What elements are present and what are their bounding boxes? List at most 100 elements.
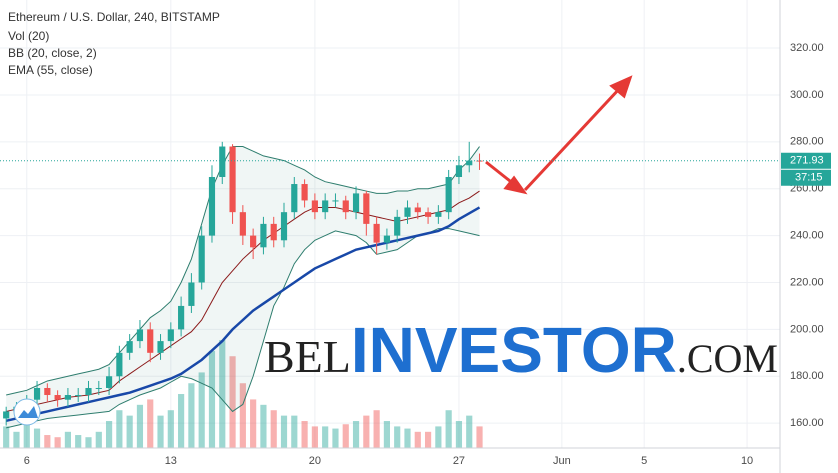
volume-bar (239, 383, 246, 448)
candle-body (476, 160, 483, 162)
candle-body (188, 282, 195, 306)
candle-body (229, 146, 236, 213)
volume-bar (466, 415, 473, 448)
volume-bar (424, 431, 432, 448)
volume-bar (105, 421, 113, 448)
candle-body (466, 160, 473, 166)
volume-bar (476, 426, 483, 448)
volume-bar (23, 421, 30, 448)
volume-bar (95, 431, 102, 448)
candle-body (352, 193, 360, 213)
volume-bar (250, 399, 257, 448)
volume-bar (260, 404, 267, 448)
volume-bar (404, 428, 411, 448)
y-tick-label: 160.00 (790, 417, 824, 429)
volume-bar (44, 435, 51, 448)
volume-bar (116, 410, 123, 448)
volume-bar (311, 426, 318, 448)
volume-bar (291, 415, 298, 448)
countdown-box (781, 169, 831, 186)
candle-body (147, 329, 154, 353)
volume-bar (455, 421, 463, 448)
volume-bar (363, 415, 370, 448)
volume-bar (322, 426, 329, 448)
candle-body (105, 376, 113, 388)
bb-upper (6, 146, 480, 396)
candle-body (455, 165, 463, 177)
bb-fill (6, 146, 480, 428)
volume-bar (64, 431, 72, 448)
volume-bar (75, 435, 82, 448)
candle-body (44, 387, 51, 396)
indicator-label: Vol (20) (8, 29, 49, 43)
candle-body (239, 212, 246, 236)
candle-body (291, 184, 298, 213)
candle-body (75, 395, 82, 397)
candle-body (445, 176, 452, 213)
volume-bar (280, 415, 288, 448)
y-tick-label: 200.00 (790, 323, 824, 335)
candle-body (363, 193, 370, 224)
candle-body (95, 387, 102, 389)
tv-logo (13, 398, 41, 426)
indicator-label: EMA (55, close) (8, 63, 93, 77)
volume-bar (445, 410, 452, 448)
volume-bar (414, 431, 421, 448)
volume-bar (33, 428, 41, 448)
candle-body (280, 212, 288, 241)
candle-body (404, 207, 411, 217)
candle-body (301, 184, 308, 201)
candle-body (342, 200, 349, 213)
volume-bar (147, 399, 154, 448)
volume-bar (198, 372, 205, 448)
candle-body (33, 387, 41, 400)
volume-bar (435, 426, 442, 448)
candle-body (424, 212, 432, 217)
volume-bar (352, 421, 360, 448)
watermark-part: INVESTOR (351, 314, 677, 386)
candle-body (116, 352, 123, 377)
volume-bar (373, 410, 380, 448)
volume-bar (178, 394, 185, 448)
volume-bar (136, 404, 144, 448)
y-tick-label: 280.00 (790, 136, 824, 148)
volume-bar (157, 415, 164, 448)
volume-bar (301, 421, 308, 448)
candle-body (157, 341, 164, 353)
last-price-box (781, 152, 831, 169)
volume-bar (188, 383, 195, 448)
y-tick-label: 300.00 (790, 89, 824, 101)
last-price-label: 271.93 (790, 155, 824, 167)
candle-body (3, 411, 10, 419)
annotation-arrow (485, 75, 633, 195)
volume-bar (126, 415, 133, 448)
candle-body (270, 223, 277, 241)
candle-body (383, 235, 390, 243)
candle-body (208, 176, 216, 236)
volume-bar (394, 426, 401, 448)
candle-body (394, 216, 401, 236)
watermark-part: .COM (677, 336, 778, 381)
candle-body (332, 200, 339, 202)
x-tick-label: 10 (741, 455, 753, 467)
x-tick-label: 27 (453, 455, 465, 467)
volume-bar (3, 426, 10, 448)
candle-body (373, 223, 380, 243)
volume-bar (54, 437, 61, 448)
countdown-label: 37:15 (795, 172, 823, 184)
candle-body (85, 387, 92, 396)
y-tick-label: 180.00 (790, 370, 824, 382)
volume-bar (167, 410, 174, 448)
candle-body (126, 341, 133, 353)
indicator-label: BB (20, close, 2) (8, 46, 97, 60)
y-tick-label: 220.00 (790, 276, 824, 288)
volume-bar (383, 421, 390, 448)
volume-bar (332, 428, 339, 448)
x-tick-label: 5 (641, 455, 647, 467)
x-tick-label: 6 (24, 455, 30, 467)
bb-lower (6, 228, 480, 429)
volume-bar (13, 431, 20, 448)
candle-body (178, 305, 185, 330)
candle-body (136, 329, 144, 342)
